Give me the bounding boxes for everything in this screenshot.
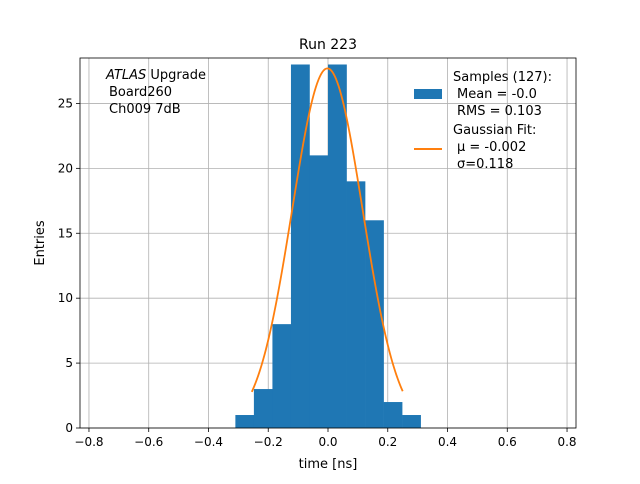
legend-histogram-rms: RMS = 0.103 xyxy=(457,104,542,119)
histogram-bar xyxy=(272,324,292,428)
gaussian-fit-curve xyxy=(250,67,404,393)
x-tick-label: 0.6 xyxy=(498,435,517,449)
annotation-line-3: Ch009 7dB xyxy=(109,102,181,117)
y-axis-ticks: 0 5 10 15 20 25 xyxy=(58,96,80,435)
histogram-bar xyxy=(235,415,255,428)
legend-fit-mu: μ = -0.002 xyxy=(457,140,526,155)
histogram-bar xyxy=(328,64,347,429)
legend-histogram-swatch xyxy=(414,89,442,99)
y-tick-label: 0 xyxy=(65,421,73,435)
x-tick-label: −0.2 xyxy=(254,435,283,449)
legend-histogram-mean: Mean = -0.0 xyxy=(457,87,537,102)
chart-title: Run 223 xyxy=(299,37,357,53)
legend: Samples (127): Mean = -0.0 RMS = 0.103 G… xyxy=(414,70,552,172)
x-tick-label: −0.8 xyxy=(74,435,103,449)
x-tick-label: −0.6 xyxy=(134,435,163,449)
y-axis-label: Entries xyxy=(33,220,48,266)
y-tick-label: 25 xyxy=(58,96,73,110)
x-axis-label: time [ns] xyxy=(299,457,358,472)
x-tick-label: 0.0 xyxy=(318,435,337,449)
histogram-bar xyxy=(290,64,310,429)
y-tick-label: 15 xyxy=(58,226,73,240)
histogram-bar xyxy=(309,155,329,429)
x-tick-label: 0.2 xyxy=(378,435,397,449)
histogram-bar xyxy=(383,402,403,428)
legend-fit-sigma: σ=0.118 xyxy=(457,157,513,172)
annotation-line-1: ATLAS Upgrade xyxy=(105,68,206,83)
y-tick-label: 20 xyxy=(58,161,73,175)
histogram-bar xyxy=(402,415,421,428)
histogram-bar xyxy=(346,181,366,428)
y-tick-label: 5 xyxy=(65,356,73,370)
annotation-box: ATLAS Upgrade Board260 Ch009 7dB xyxy=(105,68,206,117)
histogram-bar xyxy=(253,389,273,428)
x-tick-label: −0.4 xyxy=(194,435,223,449)
upgrade-label: Upgrade xyxy=(146,68,206,83)
y-tick-label: 10 xyxy=(58,291,73,305)
histogram-bars xyxy=(235,64,421,429)
atlas-label: ATLAS xyxy=(105,68,146,83)
annotation-line-2: Board260 xyxy=(109,85,172,100)
x-tick-label: 0.8 xyxy=(557,435,576,449)
x-axis-ticks: −0.8 −0.6 −0.4 −0.2 0.0 0.2 0.4 0.6 0.8 xyxy=(74,428,577,449)
histogram-bar xyxy=(365,220,384,428)
x-tick-label: 0.4 xyxy=(438,435,457,449)
legend-histogram-name: Samples (127): xyxy=(453,70,552,85)
legend-fit-name: Gaussian Fit: xyxy=(453,123,536,138)
